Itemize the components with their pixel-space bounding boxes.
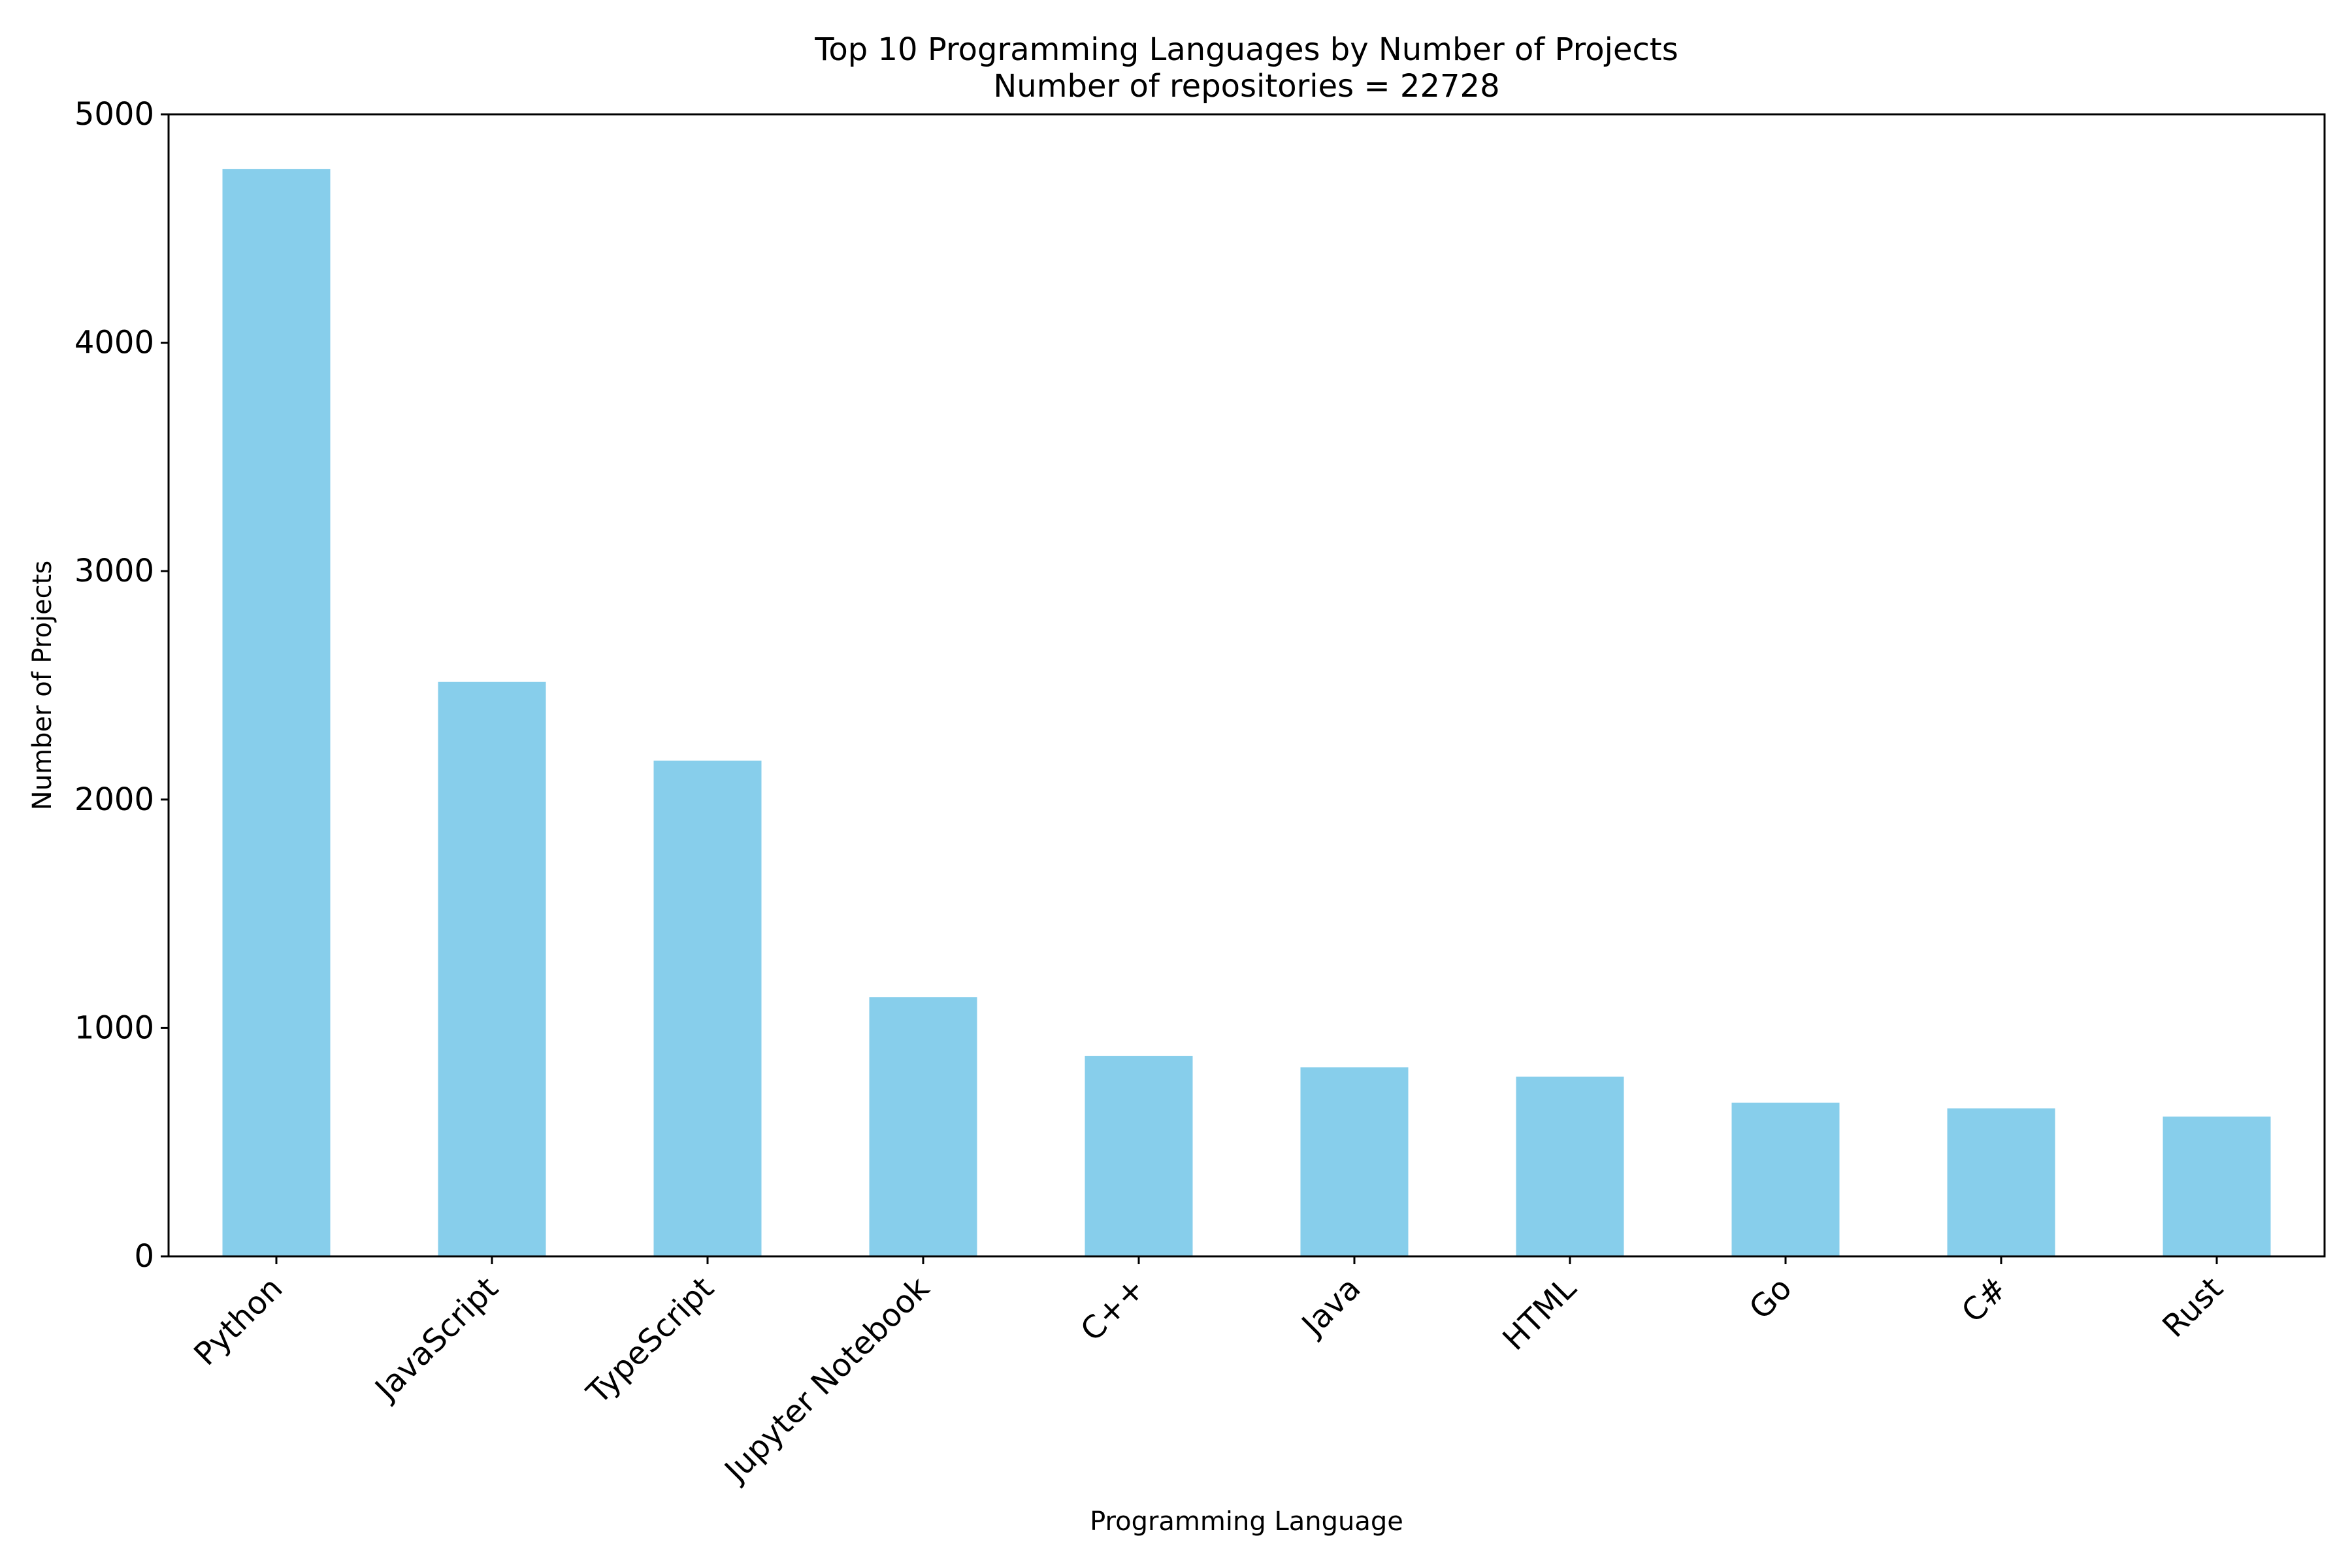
- x-tick-label-java: Java: [1294, 1270, 1367, 1344]
- y-tick-label-1000: 1000: [74, 1009, 154, 1046]
- bar-python: [222, 169, 331, 1256]
- x-tick-label-python: Python: [187, 1270, 289, 1373]
- bar-go: [1731, 1102, 1840, 1256]
- bar-rust: [2163, 1117, 2271, 1256]
- x-tick-label-typescript: TypeScript: [580, 1270, 721, 1412]
- x-tick-label-jupyter-notebook: Jupyter Notebook: [717, 1270, 937, 1490]
- x-tick-label-javascript: JavaScript: [367, 1270, 506, 1409]
- bar-typescript: [653, 760, 762, 1256]
- y-tick-label-2000: 2000: [74, 781, 154, 818]
- chart-title: Top 10 Programming Languages by Number o…: [814, 31, 1678, 68]
- bars-group: [222, 169, 2271, 1256]
- bar-csharp: [1947, 1108, 2055, 1256]
- plot-frame: [167, 113, 2326, 1258]
- y-tick-label-4000: 4000: [74, 325, 154, 361]
- y-tick-label-0: 0: [134, 1238, 154, 1275]
- y-axis: 0 1000 2000 3000 4000 5000: [74, 96, 169, 1275]
- bar-jupyter-notebook: [869, 997, 977, 1256]
- chart-subtitle: Number of repositories = 22728: [993, 68, 1499, 105]
- x-tick-label-csharp: C#: [1955, 1270, 2015, 1330]
- bar-html: [1516, 1076, 1624, 1256]
- x-tick-label-rust: Rust: [2155, 1270, 2230, 1345]
- y-tick-label-5000: 5000: [74, 96, 154, 133]
- y-axis-label: Number of Projects: [27, 561, 57, 810]
- x-tick-label-html: HTML: [1495, 1270, 1583, 1358]
- x-axis-label: Programming Language: [1090, 1507, 1403, 1537]
- bar-cpp: [1085, 1056, 1193, 1256]
- x-tick-label-cpp: C++: [1073, 1270, 1152, 1348]
- bar-java: [1300, 1067, 1409, 1256]
- x-tick-label-go: Go: [1742, 1270, 1799, 1327]
- bar-javascript: [438, 681, 546, 1256]
- y-tick-label-3000: 3000: [74, 553, 154, 589]
